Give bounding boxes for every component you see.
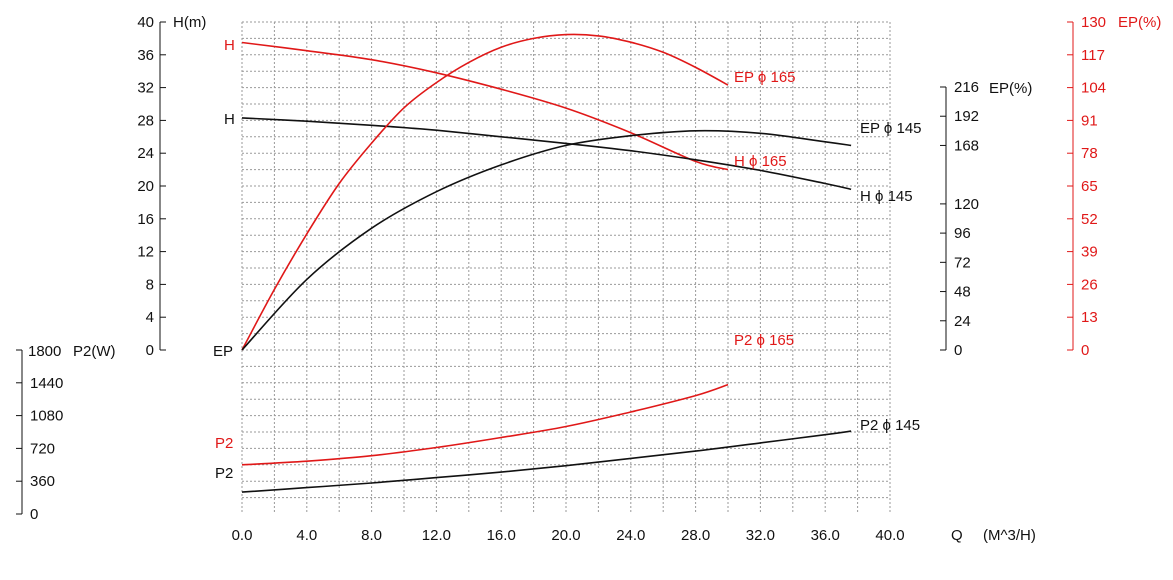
curve-ep-145 bbox=[241, 129, 852, 351]
x-axis-tick-label: 12.0 bbox=[422, 527, 451, 544]
label-h145-end: H ϕ 145 bbox=[860, 188, 913, 205]
eff165-axis-tick-label: 0 bbox=[1081, 342, 1089, 359]
curve-ep-165 bbox=[241, 33, 729, 351]
x-axis-tick-label: 36.0 bbox=[811, 527, 840, 544]
power-axis-tick-label: 0 bbox=[30, 506, 38, 523]
eff145-axis-tick-label: 0 bbox=[954, 342, 962, 359]
eff165-axis-tick-label: 130 bbox=[1081, 14, 1106, 31]
eff165-axis-tick-label: 65 bbox=[1081, 178, 1098, 195]
axes: 4036322824201612840144010807203600180021… bbox=[16, 14, 1106, 544]
label-h-black: H bbox=[224, 111, 235, 128]
grid bbox=[241, 21, 891, 512]
label-p2145-end: P2 ϕ 145 bbox=[860, 417, 920, 434]
curve-h-165 bbox=[241, 41, 729, 171]
head-axis-tick-label: 16 bbox=[137, 211, 154, 228]
power-axis-tick-label: 1080 bbox=[30, 408, 63, 425]
label-h165-end: H ϕ 165 bbox=[734, 153, 787, 170]
label-ep145-end: EP ϕ 145 bbox=[860, 120, 922, 137]
head-axis-tick-label: 24 bbox=[137, 145, 154, 162]
x-axis-tick-label: 28.0 bbox=[681, 527, 710, 544]
x-axis-unit-label: (M^3/H) bbox=[983, 527, 1036, 544]
x-axis-tick-label: 8.0 bbox=[361, 527, 382, 544]
eff165-axis-tick-label: 91 bbox=[1081, 112, 1098, 129]
x-axis-tick-label: 20.0 bbox=[551, 527, 580, 544]
eff165-axis-tick-label: 52 bbox=[1081, 211, 1098, 228]
x-axis-tick-label: 16.0 bbox=[487, 527, 516, 544]
head-axis-tick-label: 20 bbox=[137, 178, 154, 195]
eff165-axis-tick-label: 117 bbox=[1081, 47, 1105, 64]
label-p2-black: P2 bbox=[215, 465, 233, 482]
eff145-axis-tick-label: 168 bbox=[954, 137, 979, 154]
eff165-axis-tick-label: 26 bbox=[1081, 276, 1098, 293]
label-h-red: H bbox=[224, 37, 235, 54]
label-p2165-end: P2 ϕ 165 bbox=[734, 332, 794, 349]
x-axis-tick-label: 32.0 bbox=[746, 527, 775, 544]
eff165-axis-tick-label: 104 bbox=[1081, 80, 1106, 97]
head-axis-title: H(m) bbox=[173, 14, 206, 31]
eff145-axis-tick-label: 192 bbox=[954, 108, 979, 125]
head-axis-tick-label: 32 bbox=[137, 80, 154, 97]
x-axis-tick-label: 4.0 bbox=[296, 527, 317, 544]
eff165-axis-tick-label: 13 bbox=[1081, 309, 1098, 326]
head-axis-tick-label: 4 bbox=[146, 309, 154, 326]
eff165-axis-title: EP(%) bbox=[1118, 14, 1161, 31]
eff145-axis-tick-label: 216 bbox=[954, 79, 979, 96]
eff145-axis-tick-label: 120 bbox=[954, 196, 979, 213]
x-axis-q-label: Q bbox=[951, 527, 963, 544]
head-axis-tick-label: 0 bbox=[146, 342, 154, 359]
curve-p2-165 bbox=[241, 383, 729, 466]
label-ep165-end: EP ϕ 165 bbox=[734, 69, 796, 86]
eff145-axis-tick-label: 48 bbox=[954, 284, 971, 301]
head-axis-tick-label: 28 bbox=[137, 112, 154, 129]
head-axis-tick-label: 36 bbox=[137, 47, 154, 64]
label-ep-origin: EP bbox=[213, 343, 233, 360]
head-axis-tick-label: 40 bbox=[137, 14, 154, 31]
eff145-axis-title: EP(%) bbox=[989, 80, 1032, 97]
curve-h-145 bbox=[241, 117, 852, 191]
curves bbox=[241, 33, 852, 493]
eff165-axis-tick-label: 39 bbox=[1081, 244, 1098, 261]
head-axis-tick-label: 8 bbox=[146, 276, 154, 293]
power-axis-tick-label: 360 bbox=[30, 473, 55, 490]
power-axis-tick-label: 720 bbox=[30, 440, 55, 457]
power-axis-title: P2(W) bbox=[73, 343, 116, 360]
head-axis-tick-label: 12 bbox=[137, 244, 154, 261]
label-p2-red: P2 bbox=[215, 435, 233, 452]
x-axis-tick-label: 40.0 bbox=[875, 527, 904, 544]
power-axis-tick-label: 1440 bbox=[30, 375, 63, 392]
x-axis-tick-label: 0.0 bbox=[232, 527, 253, 544]
eff145-axis-tick-label: 72 bbox=[954, 254, 971, 271]
eff145-axis-tick-label: 96 bbox=[954, 225, 971, 242]
power-axis-tick-label: 1800 bbox=[28, 343, 61, 360]
eff165-axis-tick-label: 78 bbox=[1081, 145, 1098, 162]
curve-p2-145 bbox=[241, 430, 852, 493]
eff145-axis-tick-label: 24 bbox=[954, 313, 971, 330]
x-axis-tick-label: 24.0 bbox=[616, 527, 645, 544]
